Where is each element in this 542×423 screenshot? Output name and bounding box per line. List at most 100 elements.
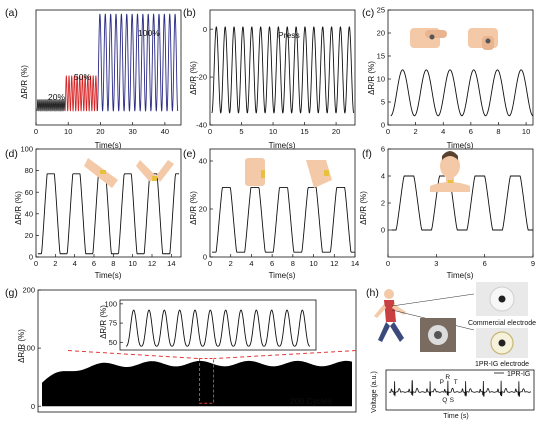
panel-tag-d: (d) (5, 148, 18, 160)
y-tick-label-f: 6 (381, 145, 385, 154)
electrode-closeup-photo (420, 318, 456, 352)
x-tick-label-f: 0 (386, 259, 390, 268)
series-line-b (211, 26, 355, 114)
x-tick-label-a: 0 (34, 127, 38, 136)
inset-y-tick-label: 50 (109, 338, 117, 347)
panel-tag-f: (f) (362, 148, 372, 160)
commercial-electrode-label: Commercial electrode (468, 320, 536, 327)
y-tick-label-c: 20 (377, 29, 385, 38)
annotation-press: Press (278, 30, 300, 40)
legend-label-1pr-ig: 1PR-IG (507, 371, 530, 378)
panel-tag-a: (a) (5, 7, 18, 19)
x-tick-label-b: 20 (332, 127, 340, 136)
y-tick-label-f: 2 (381, 199, 385, 208)
panel-c: (c) 0 2 4 6 8 10 0 5 10 15 20 25 ΔR/R (%) Time(s) (362, 6, 534, 150)
panel-a: (a) 0 10 20 30 40 ΔR/R (%) Time(s) 20% 50% 1… (5, 7, 182, 150)
series-line-c (390, 69, 534, 117)
plot-frame-c (387, 9, 534, 126)
plot-frame-f (387, 148, 534, 258)
panel-tag-h: (h) (366, 287, 379, 299)
inset-y-tick-label: 100 (104, 299, 117, 308)
x-tick-label-b: 5 (239, 127, 243, 136)
commercial-electrode-photo (476, 282, 528, 316)
x-tick-label-d: 8 (111, 259, 115, 268)
y-tick-label-f: 0 (381, 226, 385, 235)
x-axis-label-c: Time(s) (447, 141, 474, 150)
x-tick-label-c: 0 (386, 127, 390, 136)
arm-illustration-bent (136, 160, 174, 182)
plot-frame-a (35, 9, 182, 126)
annotation-100-percent: 100% (138, 28, 160, 38)
y-axis-label-c: ΔR/R (%) (367, 61, 376, 95)
x-tick-label-a: 10 (64, 127, 72, 136)
x-tick-label-e: 0 (208, 259, 212, 268)
x-tick-label-e: 2 (229, 259, 233, 268)
plot-area-d: 0 2 4 6 8 10 12 14 0 20 40 60 80 100 (20, 145, 182, 268)
plot-area-e: 0 2 4 6 8 10 12 14 0 20 40 (199, 148, 359, 268)
1pr-ig-electrode-label: 1PR-IG electrode (475, 361, 529, 368)
y-tick-label-g: 100 (22, 344, 35, 353)
annotation-50-percent: 50% (74, 72, 91, 82)
y-tick-label-e: 20 (199, 205, 207, 214)
x-tick-label-c: 2 (414, 127, 418, 136)
x-tick-label-e: 14 (351, 259, 359, 268)
panel-tag-g: (g) (5, 287, 18, 299)
panel-tag-b: (b) (183, 7, 196, 19)
inset-y-tick-label: 75 (109, 319, 117, 328)
y-axis-label-f: ΔR/R (%) (359, 191, 368, 225)
series-line-a-20pct (36, 99, 66, 112)
panel-f: (f) 0 3 6 9 0 2 4 6 ΔR/R (%) Time(s) (359, 145, 535, 280)
plot-frame-b (209, 9, 356, 126)
plot-area-c: 0 2 4 6 8 10 0 5 10 15 20 25 (377, 6, 534, 136)
finger-illustration-straight (410, 28, 447, 48)
y-tick-label-d: 100 (20, 145, 33, 154)
x-tick-label-d: 14 (167, 259, 175, 268)
series-line-e (212, 186, 355, 253)
x-tick-label-f: 3 (434, 259, 438, 268)
x-tick-label-e: 12 (330, 259, 338, 268)
runner-illustration (374, 289, 475, 342)
knee-illustration-straight (245, 158, 265, 186)
y-tick-label-d: 80 (25, 166, 33, 175)
y-axis-label-g: ΔR/R (%) (17, 329, 26, 363)
y-tick-label-d: 0 (29, 253, 33, 262)
plot-area-f: 0 3 6 9 0 2 4 6 (381, 145, 535, 268)
x-tick-label-e: 10 (309, 259, 317, 268)
y-tick-label-b: 0 (203, 25, 207, 34)
ecg-wave-label-t: T (454, 379, 458, 386)
zoom-region-marker (199, 358, 215, 404)
y-tick-label-b: -20 (196, 73, 207, 82)
panel-e: (e) 0 2 4 6 8 10 12 14 0 20 40 ΔR/R (%) Time(s) (183, 148, 359, 280)
1pr-ig-electrode-photo (476, 328, 528, 358)
plot-frame-h (385, 369, 535, 411)
y-tick-label-c: 15 (377, 52, 385, 61)
x-tick-label-b: 10 (269, 127, 277, 136)
y-tick-label-c: 25 (377, 6, 385, 15)
panel-tag-c: (c) (362, 7, 374, 19)
x-tick-label-f: 6 (483, 259, 487, 268)
y-tick-label-c: 10 (377, 75, 385, 84)
x-tick-label-e: 8 (291, 259, 295, 268)
ecg-wave-label-p: P (440, 379, 444, 386)
x-tick-label-e: 4 (249, 259, 253, 268)
plot-area-g: 0 100 200 (22, 286, 357, 413)
y-tick-label-f: 4 (381, 172, 385, 181)
y-tick-label-e: 0 (203, 253, 207, 262)
x-tick-label-d: 4 (73, 259, 77, 268)
annotation-200-cycles: 200 Cycles (290, 396, 332, 406)
y-tick-label-c: 0 (381, 121, 385, 130)
series-line-d (37, 173, 180, 255)
series-band-200-cycles (42, 360, 352, 407)
y-tick-label-d: 20 (25, 231, 33, 240)
inset-frame (119, 299, 317, 351)
x-tick-label-c: 8 (496, 127, 500, 136)
series-line-a-50pct (64, 75, 98, 112)
panel-b: (b) 0 5 10 15 20 0 -20 -40 ΔR/R (%) Time(s) Pre… (183, 7, 356, 150)
annotation-20-percent: 20% (48, 92, 65, 102)
x-axis-label-a: Time(s) (95, 141, 122, 150)
x-tick-label-a: 40 (161, 127, 169, 136)
x-tick-label-d: 6 (92, 259, 96, 268)
x-axis-label-h: Time (s) (443, 413, 468, 420)
inset-y-axis-label-g: ΔR/R (%) (99, 305, 108, 339)
